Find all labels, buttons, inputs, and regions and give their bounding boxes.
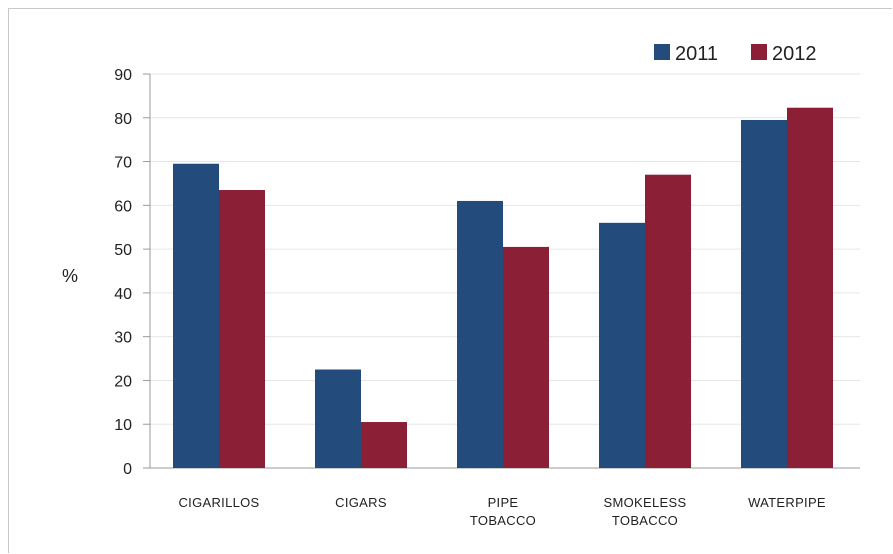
y-tick-label: 10: [114, 417, 132, 434]
category-label: SMOKELESS: [604, 495, 687, 510]
category-label: CIGARILLOS: [178, 495, 259, 510]
y-tick-label: 0: [123, 461, 132, 478]
y-tick-label: 30: [114, 330, 132, 347]
legend-swatch-2011: [654, 44, 670, 60]
bar-2011-0: [173, 163, 219, 468]
y-tick-label: 20: [114, 373, 132, 390]
category-label: WATERPIPE: [748, 495, 826, 510]
legend-swatch-2012: [751, 44, 767, 60]
legend-label: 2011: [675, 43, 718, 65]
bar-2012-2: [503, 246, 549, 468]
bar-2011-3: [599, 222, 645, 468]
category-label: CIGARS: [335, 495, 387, 510]
bar-2012-1: [361, 422, 407, 468]
y-tick-label: 90: [114, 67, 132, 84]
bars: [173, 107, 833, 468]
category-label: TOBACCO: [612, 513, 678, 528]
legend: 2011 2012: [654, 43, 817, 65]
bar-2012-4: [787, 107, 833, 468]
y-tick-label: 60: [114, 198, 132, 215]
bar-2011-2: [457, 200, 503, 468]
y-tick-label: 40: [114, 286, 132, 303]
y-axis-label: %: [62, 266, 78, 286]
category-labels: CIGARILLOS CIGARS PIPE TOBACCO SMOKELESS TOBA…: [178, 495, 825, 528]
bar-2011-1: [315, 369, 361, 468]
y-tick-label: 80: [114, 111, 132, 128]
bar-2012-0: [219, 190, 265, 468]
y-tick-label: 50: [114, 242, 132, 259]
bar-2011-4: [741, 119, 787, 468]
chart-frame: [8, 8, 892, 553]
category-label: PIPE: [488, 495, 519, 510]
bar-2012-3: [645, 174, 691, 468]
category-label: TOBACCO: [470, 513, 536, 528]
legend-label: 2012: [772, 43, 817, 65]
y-tick-label: 70: [114, 155, 132, 172]
